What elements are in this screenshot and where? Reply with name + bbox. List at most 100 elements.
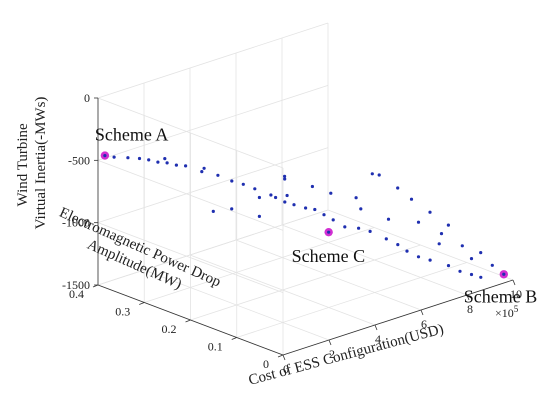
chart-axes-frame: [92, 97, 516, 361]
data-point: [253, 187, 257, 191]
wall-gridline: [97, 159, 284, 231]
data-point: [329, 191, 333, 195]
data-point: [359, 207, 363, 211]
wall-gridline: [97, 222, 284, 294]
data-point: [202, 166, 206, 170]
x-axis-exponent: ×105: [495, 304, 519, 320]
data-point: [396, 186, 400, 190]
z-axis-label: Wind Turbine Virtual Inertia(-MWs): [15, 97, 49, 230]
data-point: [416, 220, 421, 224]
data-point: [469, 257, 474, 261]
z-axis-label-line-2: Virtual Inertia(-MWs): [33, 97, 49, 230]
data-point: [469, 272, 474, 277]
scheme-label: Scheme A: [95, 125, 168, 145]
x-tick-mark: [328, 339, 332, 346]
data-point: [479, 251, 483, 255]
data-point: [479, 275, 483, 279]
wall-gridline: [97, 97, 284, 169]
data-point: [368, 229, 372, 233]
data-point: [458, 269, 462, 273]
data-point: [460, 244, 464, 248]
data-point: [292, 203, 296, 207]
wall-gridline: [97, 147, 329, 224]
y-tick-mark: [139, 302, 145, 305]
x-tick-label: 4: [375, 332, 381, 346]
data-point: [416, 255, 421, 259]
x-tick-label: 10: [510, 287, 522, 301]
data-point: [405, 249, 409, 253]
data-point: [370, 172, 374, 176]
data-point: [269, 193, 273, 197]
floor-gridline: [144, 227, 375, 303]
data-point: [490, 263, 494, 267]
data-point: [230, 207, 234, 211]
data-point: [163, 157, 167, 161]
data-point: [112, 155, 116, 159]
data-point: [377, 173, 381, 177]
y-tick-mark: [231, 337, 237, 340]
data-point: [313, 207, 317, 212]
z-tick-label: 0: [84, 91, 90, 105]
data-point: [357, 226, 361, 230]
data-point: [283, 177, 287, 181]
y-tick-label: 0.3: [115, 305, 130, 319]
z-tick-label: -1500: [62, 278, 90, 292]
tick-labels: 0 2 4 6 8 10 0 0.1 0.2 0.3 0.4 0 -500 -1000 -1500: [62, 91, 522, 376]
floor-gridline: [190, 244, 421, 321]
x-tick-label: 0: [283, 362, 289, 376]
scheme-label: Scheme C: [292, 246, 366, 266]
data-point: [331, 218, 335, 222]
wall-gridline: [97, 209, 329, 286]
data-point: [137, 156, 142, 161]
data-point: [446, 264, 451, 268]
data-point: [446, 223, 450, 227]
y-tick-label: 0.4: [69, 287, 84, 301]
x-tick-mark: [282, 354, 286, 361]
z-tick-label: -1000: [62, 216, 90, 230]
floor-gridline: [236, 262, 467, 338]
data-points: [112, 155, 494, 279]
data-point: [216, 173, 220, 177]
data-point: [165, 161, 169, 165]
wall-gridline: [97, 84, 329, 161]
data-point: [211, 209, 215, 213]
x-axis-line: [282, 279, 514, 356]
data-point: [147, 158, 151, 162]
wall-gridline: [97, 22, 329, 99]
data-point: [257, 195, 261, 200]
z-tick-label: -500: [68, 153, 90, 167]
highlight-point-core: [502, 272, 506, 276]
data-point: [274, 195, 278, 200]
data-point: [200, 170, 204, 174]
data-point: [241, 182, 245, 186]
data-point: [437, 242, 441, 246]
data-point: [283, 174, 287, 178]
data-point: [304, 206, 308, 210]
data-point: [126, 156, 130, 160]
x-tick-label: 2: [329, 347, 335, 361]
data-point: [230, 179, 234, 183]
x-tick-mark: [466, 294, 470, 301]
data-point: [283, 200, 287, 204]
data-point: [184, 164, 188, 168]
y-tick-mark: [185, 319, 191, 323]
data-point: [257, 214, 261, 218]
y-tick-label: 0: [263, 357, 269, 371]
data-point: [310, 184, 314, 189]
data-point: [322, 213, 326, 217]
data-point: [174, 163, 178, 167]
highlight-point-core: [327, 230, 331, 234]
x-tick-label: 8: [467, 302, 473, 316]
data-point: [384, 237, 388, 241]
y-tick-label: 0.1: [208, 340, 223, 354]
x-tick-label: 6: [421, 317, 427, 331]
data-point: [354, 196, 358, 200]
y-tick-label: 0.2: [162, 322, 177, 336]
data-point: [439, 232, 444, 236]
data-point: [396, 243, 400, 247]
scheme-label: Scheme B: [464, 286, 538, 306]
x-tick-mark: [420, 309, 424, 316]
x-axis-label: Cost of ESS Configuration(USD): [247, 321, 446, 389]
x-tick-mark: [512, 279, 516, 286]
